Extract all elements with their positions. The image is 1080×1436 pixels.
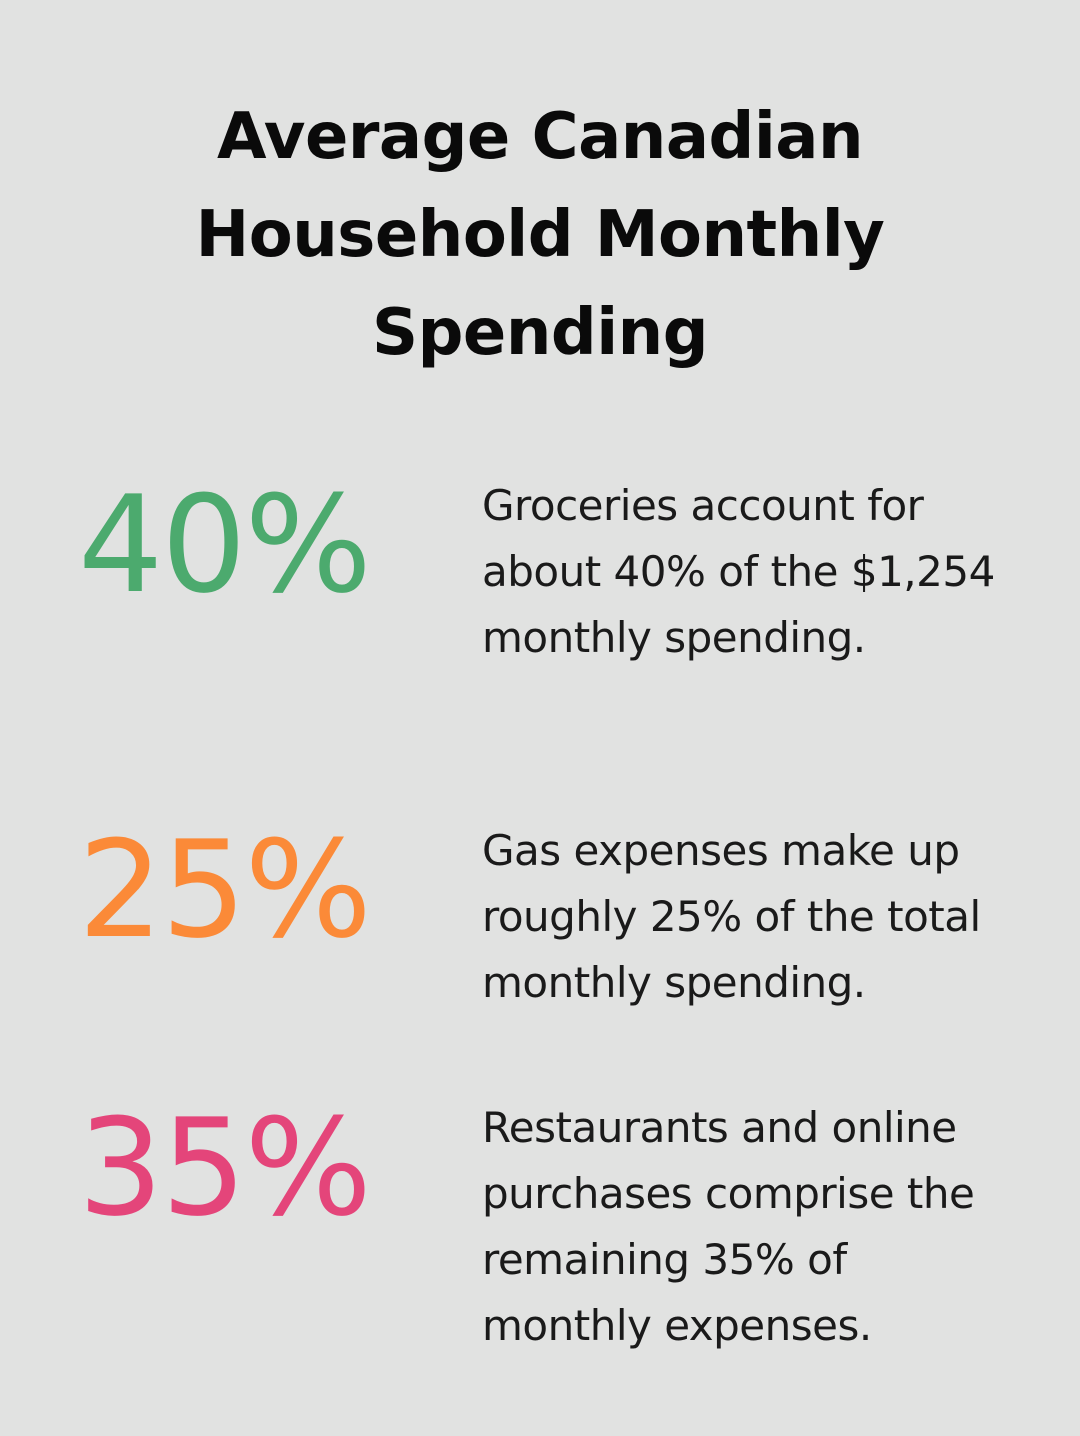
- stat-value-gas: 25%: [78, 812, 372, 968]
- stat-description-gas: Gas expenses make up roughly 25% of the …: [482, 826, 981, 1007]
- stat-description-groceries: Groceries account for about 40% of the $…: [482, 481, 995, 662]
- infographic-title: Average Canadian Household Monthly Spend…: [195, 100, 885, 370]
- stat-description-restaurants-online: Restaurants and online purchases compris…: [482, 1103, 975, 1350]
- stat-value-restaurants-online: 35%: [78, 1090, 372, 1246]
- stat-value-groceries: 40%: [78, 467, 372, 623]
